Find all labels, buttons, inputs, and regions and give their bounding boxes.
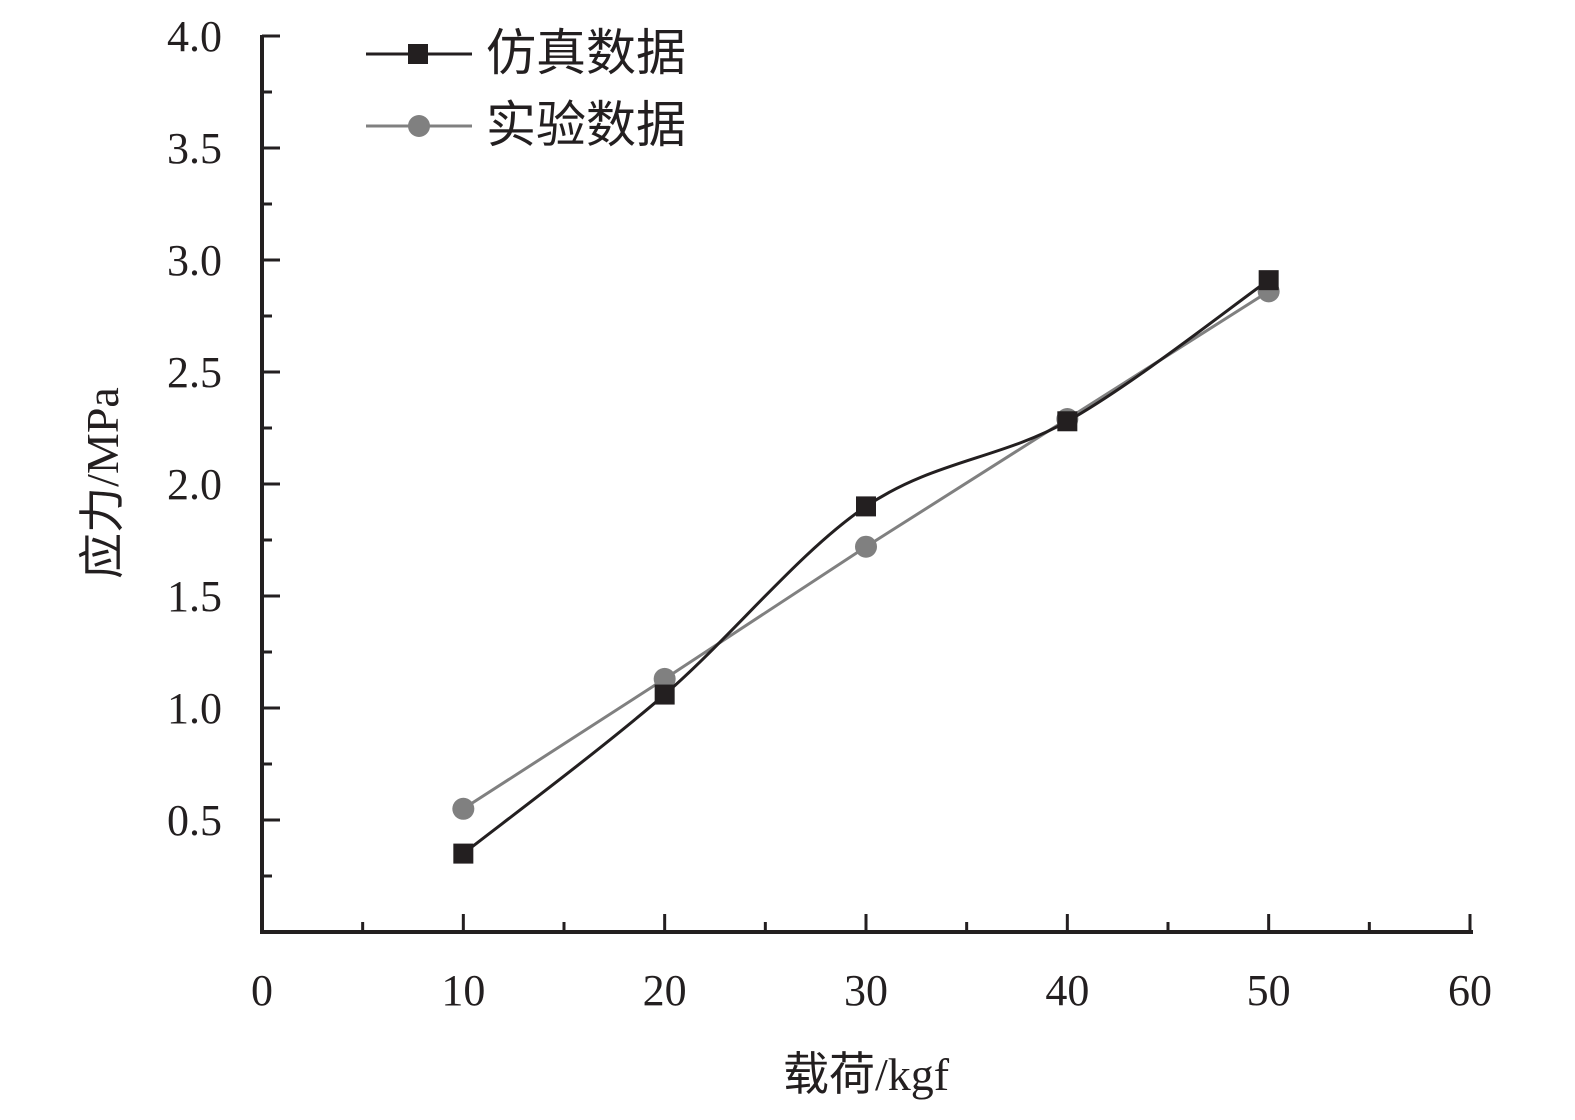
y-tick-label: 1.0: [167, 684, 222, 733]
legend-label-experiment: 实验数据: [486, 97, 686, 153]
legend-label-simulation: 仿真数据: [486, 25, 686, 81]
legend-marker-simulation: [408, 44, 428, 64]
x-tick-label: 20: [643, 966, 687, 1015]
series-layer: [452, 270, 1280, 864]
y-axis-title: 应力/MPa: [77, 387, 128, 579]
y-tick-label: 4.0: [167, 12, 222, 61]
data-point-simulation: [453, 843, 474, 864]
y-tick-label: 1.5: [167, 572, 222, 621]
y-tick-label: 2.5: [167, 348, 222, 397]
series-line-simulation: [462, 278, 1270, 855]
y-tick-label: 0.5: [167, 796, 222, 845]
x-tick-label: 30: [844, 966, 888, 1015]
axis-ticks: [262, 34, 1472, 932]
legend-item-experiment: 实验数据: [366, 97, 686, 153]
x-tick-label: 40: [1045, 966, 1089, 1015]
x-tick-label: 10: [441, 966, 485, 1015]
x-tick-label: 0: [251, 966, 273, 1015]
data-point-experiment: [855, 535, 877, 558]
data-point-simulation: [856, 496, 876, 517]
data-point-simulation: [1258, 270, 1279, 291]
axes: [260, 35, 1473, 934]
y-tick-label: 3.0: [167, 236, 222, 285]
data-point-experiment: [452, 797, 475, 820]
legend-item-simulation: 仿真数据: [366, 25, 686, 81]
x-tick-label: 60: [1448, 966, 1492, 1015]
data-point-experiment: [653, 667, 676, 690]
y-tick-label: 3.5: [167, 124, 222, 173]
tick-labels: 0 10 20 30 40 50 60 0.5 1.0 1.5 2.0 2.5 3.0 3.5 4.0: [167, 12, 1492, 1015]
x-tick-label: 50: [1247, 966, 1291, 1015]
legend: 仿真数据 实验数据: [366, 25, 686, 153]
data-point-simulation: [1057, 411, 1078, 432]
legend-marker-experiment: [408, 115, 430, 137]
y-tick-label: 2.0: [167, 460, 222, 509]
x-axis-title: 载荷/kgf: [783, 1049, 950, 1100]
data-point-simulation: [654, 684, 675, 705]
